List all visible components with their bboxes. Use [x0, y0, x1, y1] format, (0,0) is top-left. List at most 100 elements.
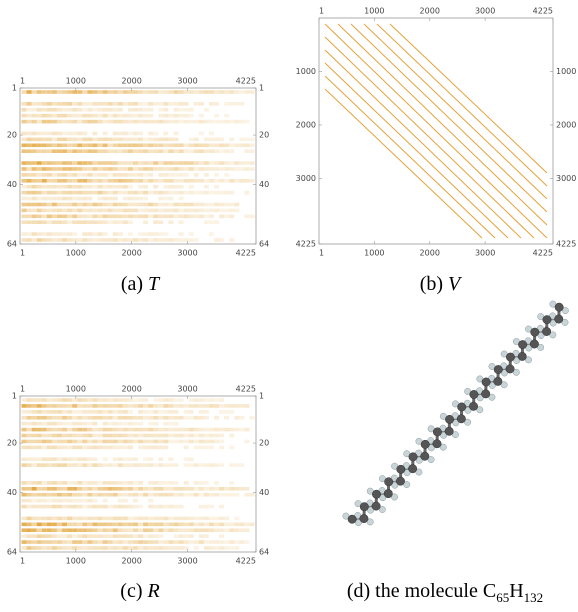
matrix-cell: [46, 137, 52, 142]
matrix-cell: [178, 184, 184, 189]
matrix-cell: [107, 528, 113, 533]
matrix-cell: [117, 149, 123, 153]
matrix-cell: [92, 540, 98, 544]
matrix-cell: [148, 232, 154, 236]
matrix-cell: [127, 107, 133, 112]
matrix-cell: [163, 113, 169, 118]
matrix-cell: [163, 190, 169, 195]
matrix-cell: [62, 398, 68, 402]
matrix-cell: [127, 119, 133, 124]
matrix-cell: [87, 439, 93, 444]
x-tick-label-top: 4225: [236, 385, 256, 394]
matrix-cell: [127, 404, 133, 408]
matrix-cell: [163, 208, 169, 213]
matrix-cell: [82, 439, 88, 444]
y-tick-label-left: 40: [7, 180, 17, 189]
matrix-cell: [46, 492, 52, 497]
matrix-cell: [46, 457, 52, 461]
matrix-cell: [36, 149, 42, 153]
matrix-cell: [51, 173, 57, 177]
matrix-cell: [132, 149, 138, 153]
matrix-cell: [36, 398, 42, 402]
matrix-cell: [122, 214, 128, 219]
matrix-cell: [224, 167, 230, 171]
matrix-cell: [163, 481, 169, 485]
matrix-cell: [234, 90, 240, 94]
matrix-cell: [234, 143, 240, 148]
y-tick-label-right: 64: [259, 240, 269, 249]
matrix-cell: [122, 522, 128, 527]
matrix-cell: [122, 190, 128, 195]
matrix-cell: [127, 445, 133, 450]
matrix-cell: [163, 161, 169, 165]
matrix-cell: [117, 90, 123, 94]
y-tick-label-right: 40: [259, 180, 269, 189]
matrix-cell: [51, 208, 57, 213]
matrix-cell: [77, 457, 83, 461]
matrix-cell: [46, 546, 52, 550]
matrix-cell: [132, 238, 138, 242]
carbon-atom: [529, 339, 539, 349]
matrix-cell: [208, 190, 214, 195]
matrix-cell: [127, 179, 133, 183]
matrix-cell: [122, 196, 128, 201]
matrix-cell: [208, 90, 214, 94]
matrix-cell: [132, 487, 138, 491]
matrix-cell: [153, 522, 159, 527]
matrix-cell: [26, 546, 32, 550]
matrix-cell: [138, 90, 144, 94]
matrix-cell: [153, 190, 159, 195]
matrix-cell: [214, 528, 220, 533]
x-tick-label-bottom: 4225: [236, 249, 256, 258]
matrix-cell: [67, 516, 73, 521]
matrix-cell: [132, 504, 138, 509]
matrix-cell: [188, 404, 194, 408]
matrix-cell: [87, 173, 93, 177]
matrix-cell: [178, 173, 184, 177]
matrix-cell: [244, 522, 250, 527]
matrix-cell: [36, 492, 42, 497]
matrix-cell: [173, 102, 179, 106]
matrix-cell: [178, 214, 184, 219]
matrix-cell: [82, 504, 88, 509]
carbon-atom: [408, 464, 418, 474]
matrix-cell: [188, 184, 194, 189]
matrix-cell: [234, 528, 240, 533]
matrix-cell: [62, 214, 68, 219]
matrix-cell: [112, 90, 118, 94]
matrix-cell: [51, 487, 57, 491]
matrix-cell: [183, 238, 189, 242]
matrix-cell: [168, 179, 174, 183]
matrix-cell: [21, 540, 27, 544]
matrix-cell: [188, 410, 194, 414]
matrix-cell: [92, 421, 98, 426]
matrix-cell: [193, 439, 199, 444]
matrix-cell: [117, 173, 123, 177]
matrix-cell: [92, 546, 98, 550]
matrix-cell: [219, 504, 225, 509]
x-tick-label-top: 2000: [122, 385, 142, 394]
matrix-cell: [87, 528, 93, 533]
matrix-cell: [36, 427, 42, 432]
y-tick-label-right: 20: [259, 131, 269, 140]
matrix-cell: [153, 404, 159, 408]
matrix-cell: [102, 421, 108, 426]
matrix-cell: [62, 427, 68, 432]
matrix-cell: [77, 439, 83, 444]
matrix-cell: [112, 167, 118, 171]
matrix-cell: [72, 427, 78, 432]
matrix-cell: [163, 504, 169, 509]
hydrogen-atom: [391, 493, 398, 501]
matrix-cell: [168, 463, 174, 467]
matrix-cell: [26, 173, 32, 177]
matrix-cell: [56, 463, 62, 467]
matrix-cell: [148, 528, 154, 533]
matrix-cell: [87, 457, 93, 461]
matrix-cell: [234, 167, 240, 171]
matrix-cell: [97, 90, 103, 94]
matrix-cell: [72, 167, 78, 171]
matrix-cell: [72, 143, 78, 148]
matrix-cell: [26, 398, 32, 402]
matrix-cell: [188, 463, 194, 467]
matrix-cell: [203, 534, 209, 538]
